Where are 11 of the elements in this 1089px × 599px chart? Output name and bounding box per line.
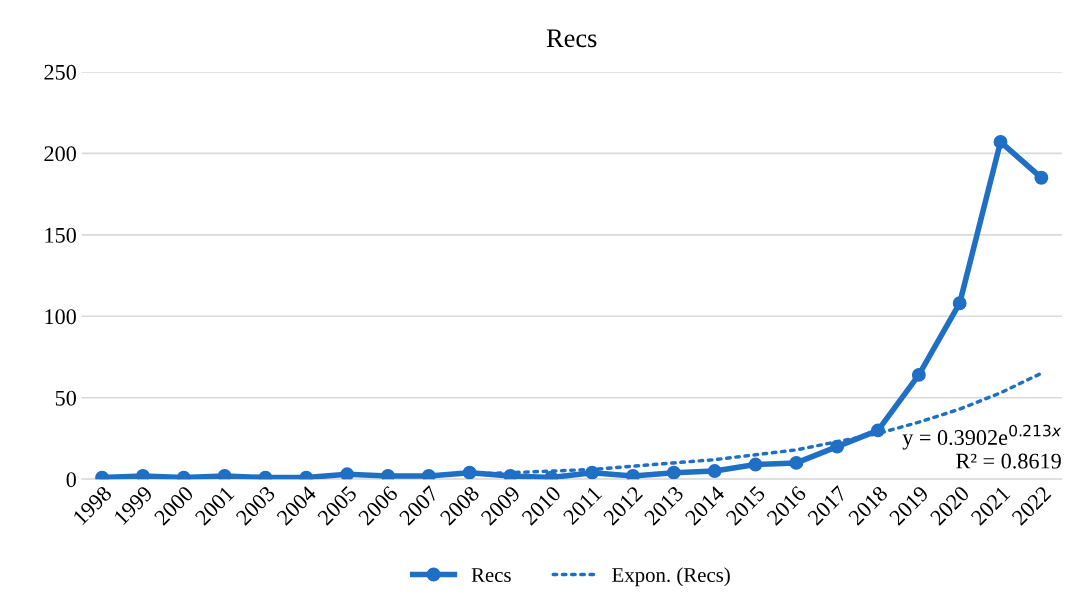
y-tick-label: 50	[55, 390, 76, 406]
y-tick-label: 100	[45, 309, 76, 325]
legend-label: Recs	[471, 568, 511, 582]
legend-label: Expon. (Recs)	[612, 567, 730, 587]
y-tick-label: 250	[44, 64, 76, 80]
chart-title: Recs	[546, 29, 597, 48]
x-tick-label: 2011	[562, 485, 603, 526]
y-tick-label: 150	[45, 227, 76, 243]
y-tick-label: 200	[44, 146, 76, 162]
y-tick-label: 0	[66, 472, 76, 488]
annotation: y = 0.3902e$^{0.213x}$ R² = 0.8619	[902, 424, 1062, 469]
